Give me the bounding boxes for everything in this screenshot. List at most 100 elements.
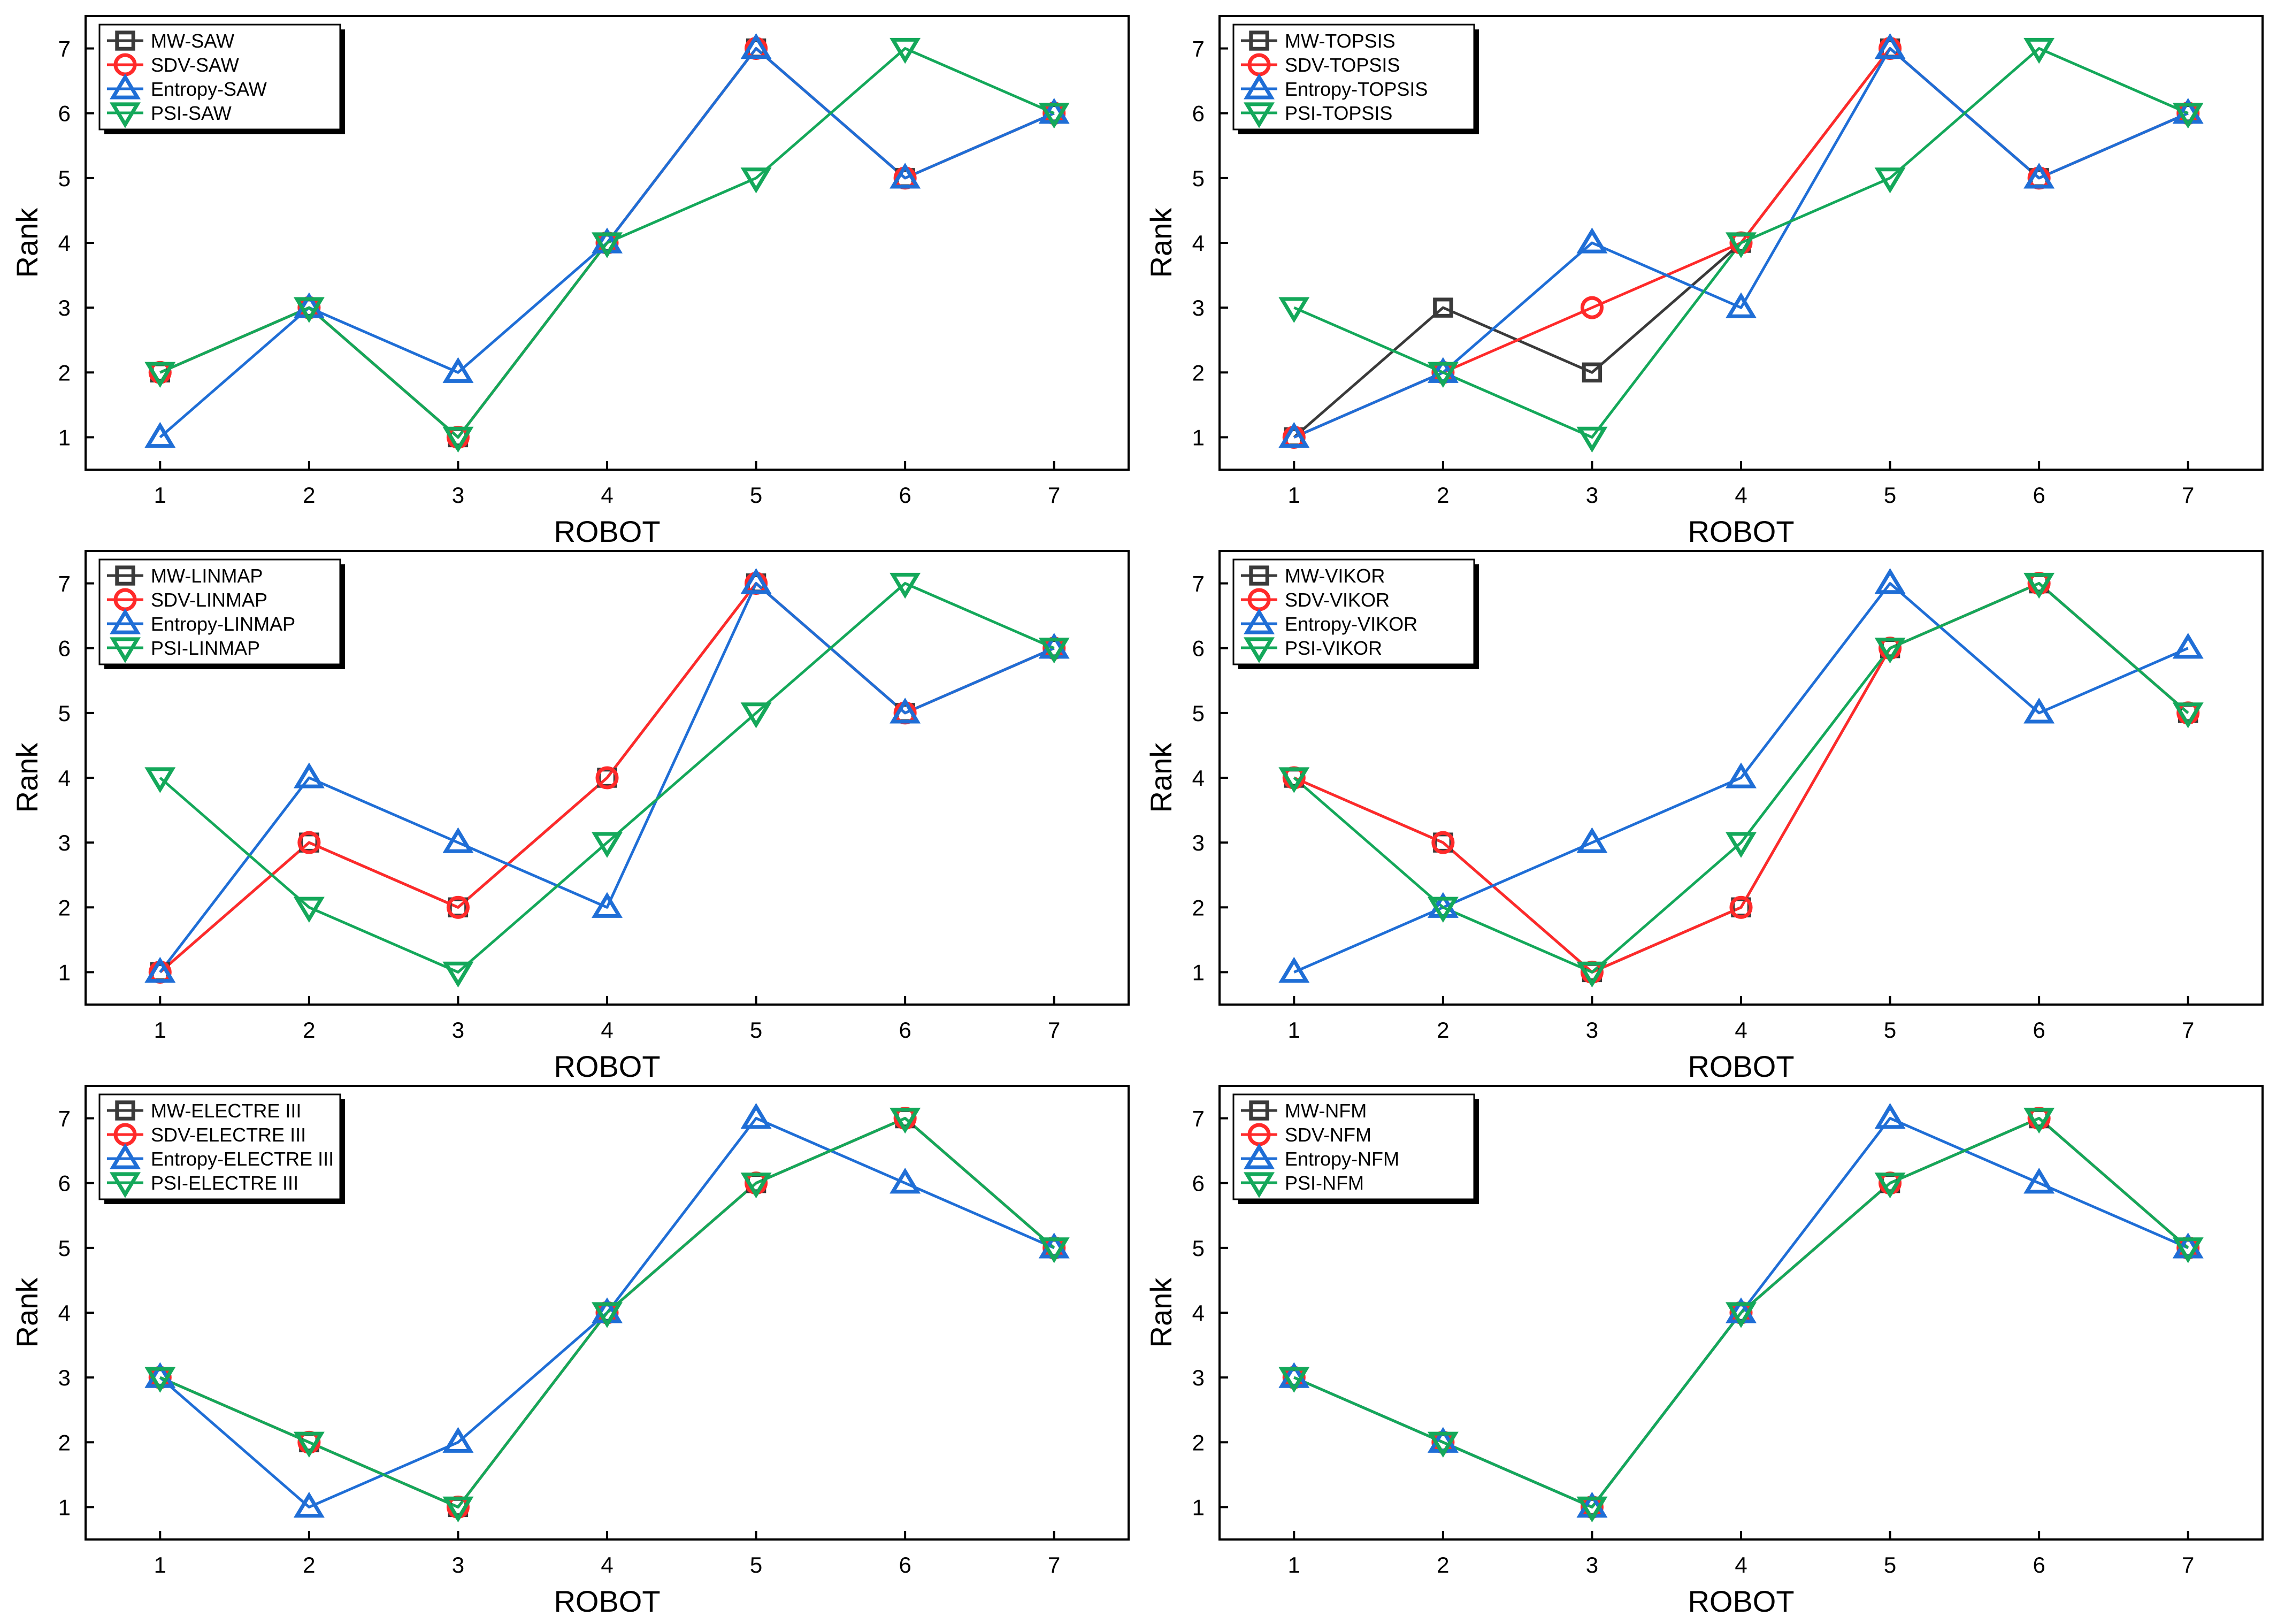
data-point-psi (1427, 1431, 1459, 1458)
y-tick-label: 4 (58, 231, 71, 256)
y-tick-label: 4 (1192, 1300, 1205, 1326)
x-tick-label: 5 (1884, 1017, 1896, 1043)
x-tick-label: 3 (1586, 1552, 1598, 1577)
legend-label: PSI-TOPSIS (1285, 102, 1392, 124)
data-point-psi (442, 426, 474, 453)
x-axis-title: ROBOT (1688, 1050, 1794, 1083)
data-point-mw (1433, 297, 1453, 318)
x-tick-label: 6 (2033, 1017, 2045, 1043)
data-point-psi (144, 767, 176, 793)
data-point-psi (2172, 1237, 2204, 1263)
data-point-entropy (442, 1427, 474, 1453)
legend-marker-mw (1249, 1100, 1269, 1121)
data-point-psi (2172, 702, 2204, 729)
data-point-entropy (1278, 956, 1310, 983)
data-point-entropy (2023, 1168, 2055, 1194)
legend-label: PSI-SAW (151, 102, 232, 124)
legend-label: MW-TOPSIS (1285, 30, 1396, 52)
x-tick-label: 2 (1437, 1017, 1449, 1043)
data-point-entropy (144, 422, 176, 448)
legend-marker-mw (115, 565, 135, 586)
y-tick-label: 6 (58, 101, 71, 126)
x-axis-title: ROBOT (1688, 1584, 1794, 1618)
y-tick-label: 3 (1192, 295, 1205, 320)
data-point-psi (1278, 297, 1310, 323)
y-tick-label: 1 (58, 425, 71, 450)
legend-label: MW-ELECTRE III (151, 1100, 301, 1122)
legend-label: SDV-ELECTRE III (151, 1124, 306, 1146)
y-tick-label: 6 (1192, 1171, 1205, 1196)
y-tick-label: 4 (1192, 231, 1205, 256)
x-tick-label: 5 (1884, 1552, 1896, 1577)
data-point-entropy (1726, 292, 1757, 318)
data-point-psi (890, 37, 921, 64)
x-tick-label: 3 (1586, 482, 1598, 508)
legend-label: SDV-SAW (151, 54, 239, 76)
data-point-psi (1278, 1367, 1310, 1393)
legend-marker-entropy (110, 73, 141, 99)
x-tick-label: 7 (2182, 1017, 2194, 1043)
chart-panel-1: 1 2 3 4 5 6 7 1 2 3 4 5 6 7 ROBOT Rank MW-SAWSDV-SAWEntr… (10, 15, 1130, 548)
y-axis-title: Rank (1144, 742, 1178, 813)
x-tick-label: 4 (1735, 482, 1747, 508)
legend-label: PSI-VIKOR (1285, 637, 1382, 659)
legend-marker-psi (1244, 102, 1275, 128)
data-point-psi (1576, 961, 1608, 988)
legend-label: Entropy-TOPSIS (1285, 78, 1428, 100)
data-point-psi (2023, 37, 2055, 64)
y-tick-label: 1 (1192, 425, 1205, 450)
data-point-psi (592, 832, 623, 858)
y-tick-label: 3 (58, 295, 71, 320)
y-tick-label: 1 (1192, 1495, 1205, 1520)
y-tick-label: 5 (1192, 166, 1205, 191)
data-point-sdv (1729, 895, 1753, 919)
x-axis-title: ROBOT (554, 1584, 660, 1618)
legend-marker-mw (115, 30, 135, 51)
data-point-psi (2023, 572, 2055, 599)
data-point-psi (1576, 1496, 1608, 1523)
y-tick-label: 4 (58, 765, 71, 791)
y-tick-label: 3 (58, 1365, 71, 1390)
y-tick-label: 2 (1192, 895, 1205, 920)
legend-marker-mw (1249, 565, 1269, 586)
x-tick-label: 7 (1048, 482, 1060, 508)
data-point-psi (740, 167, 772, 194)
data-point-entropy (1874, 1102, 1906, 1129)
x-axis-title: ROBOT (554, 1050, 660, 1083)
legend-label: MW-VIKOR (1285, 565, 1385, 587)
data-point-psi (144, 362, 176, 388)
data-point-psi (1278, 767, 1310, 793)
x-tick-label: 7 (1048, 1552, 1060, 1577)
y-tick-label: 6 (58, 1171, 71, 1196)
x-tick-label: 6 (899, 1017, 911, 1043)
y-axis-title: Rank (1144, 1277, 1178, 1348)
y-tick-label: 6 (1192, 636, 1205, 661)
x-tick-label: 5 (750, 1017, 762, 1043)
chart-panel-3: 1 2 3 4 5 6 7 1 2 3 4 5 6 7 ROBOT Rank MW-LINMAPSDV-LINM… (10, 550, 1130, 1083)
legend-marker-entropy (1244, 73, 1275, 99)
x-tick-label: 2 (303, 1552, 315, 1577)
legend-label: SDV-TOPSIS (1285, 54, 1400, 76)
data-point-entropy (592, 892, 623, 918)
x-axis-title: ROBOT (554, 515, 660, 548)
x-tick-label: 2 (303, 1017, 315, 1043)
data-point-psi (1874, 1173, 1906, 1199)
y-tick-label: 6 (1192, 101, 1205, 126)
legend-box (98, 558, 341, 665)
legend-marker-psi (110, 1172, 141, 1198)
data-point-psi (890, 572, 921, 599)
legend-label: SDV-VIKOR (1285, 589, 1390, 611)
data-point-entropy (293, 762, 325, 788)
data-point-psi (293, 1431, 325, 1458)
y-tick-label: 7 (58, 571, 71, 596)
series-line-psi (159, 1117, 1055, 1508)
data-point-psi (740, 702, 772, 729)
data-point-psi (1874, 638, 1906, 664)
y-tick-label: 3 (58, 830, 71, 855)
data-point-entropy (1576, 827, 1608, 853)
x-tick-label: 1 (154, 1017, 166, 1043)
x-tick-label: 7 (2182, 1552, 2194, 1577)
legend-label: MW-NFM (1285, 1100, 1367, 1122)
x-tick-label: 3 (452, 1552, 464, 1577)
